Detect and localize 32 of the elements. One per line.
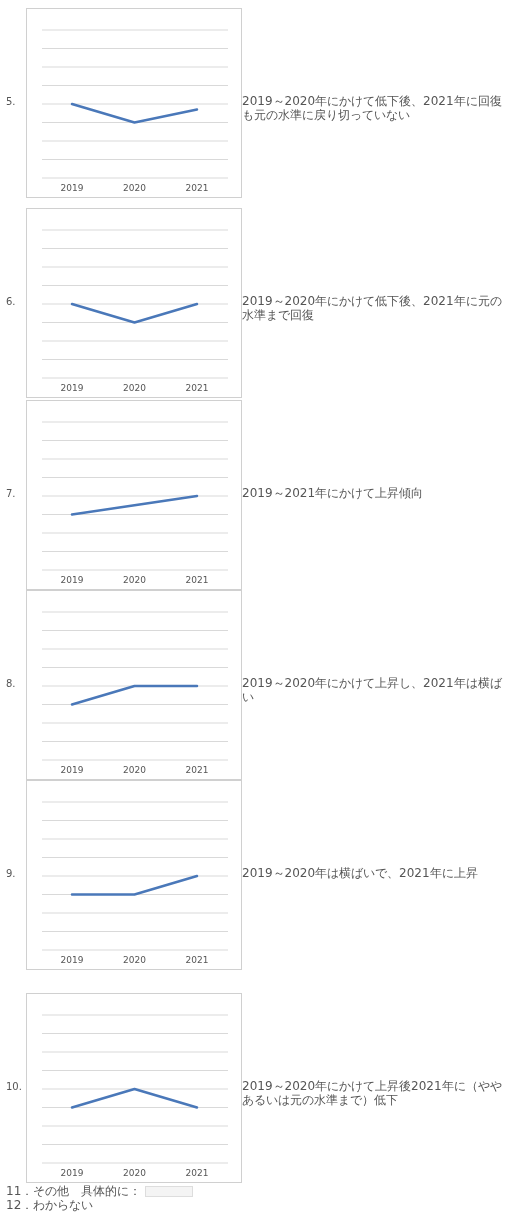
x-tick-label: 2021: [185, 765, 209, 775]
x-tick-label: 2020: [123, 383, 147, 393]
x-tick-label: 2020: [123, 183, 147, 193]
text: 12．わからない: [6, 1198, 94, 1212]
text: 2019～2020年にかけて上昇後2021年に（ややあるいは元の水準まで）低下: [242, 1079, 502, 1107]
x-tick-label: 2020: [123, 575, 147, 585]
x-tick-label: 2021: [185, 575, 209, 585]
chart-title: 5.: [6, 96, 16, 107]
chart-title: 9.: [6, 868, 16, 879]
chart-title: 8.: [6, 678, 16, 689]
x-tick-label: 2021: [185, 383, 209, 393]
x-tick-label: 2021: [185, 183, 209, 193]
x-tick-label: 2020: [123, 955, 147, 965]
chart-title: 6.: [6, 296, 16, 307]
text: 2019～2020年は横ばいで、2021年に上昇: [242, 866, 479, 880]
chart-title: 10.: [6, 1081, 22, 1092]
x-tick-label: 2019: [60, 383, 84, 393]
text: 2019～2020年にかけて上昇し、2021年は横ばい: [242, 676, 502, 704]
x-tick-label: 2019: [60, 955, 84, 965]
text: 2019～2020年にかけて低下後、2021年に回復も元の水準に戻り切っていない: [242, 94, 502, 122]
x-tick-label: 2021: [185, 955, 209, 965]
text: 11．その他 具体的に：: [6, 1184, 142, 1198]
x-tick-label: 2020: [123, 1168, 147, 1178]
x-tick-label: 2019: [60, 765, 84, 775]
text: 2019～2020年にかけて低下後、2021年に元の水準まで回復: [242, 294, 502, 322]
text: 2019～2021年にかけて上昇傾向: [242, 486, 425, 500]
x-tick-label: 2021: [185, 1168, 209, 1178]
x-tick-label: 2019: [60, 1168, 84, 1178]
x-tick-label: 2019: [60, 575, 84, 585]
x-tick-label: 2019: [60, 183, 84, 193]
x-tick-label: 2020: [123, 765, 147, 775]
chart-title: 7.: [6, 488, 16, 499]
